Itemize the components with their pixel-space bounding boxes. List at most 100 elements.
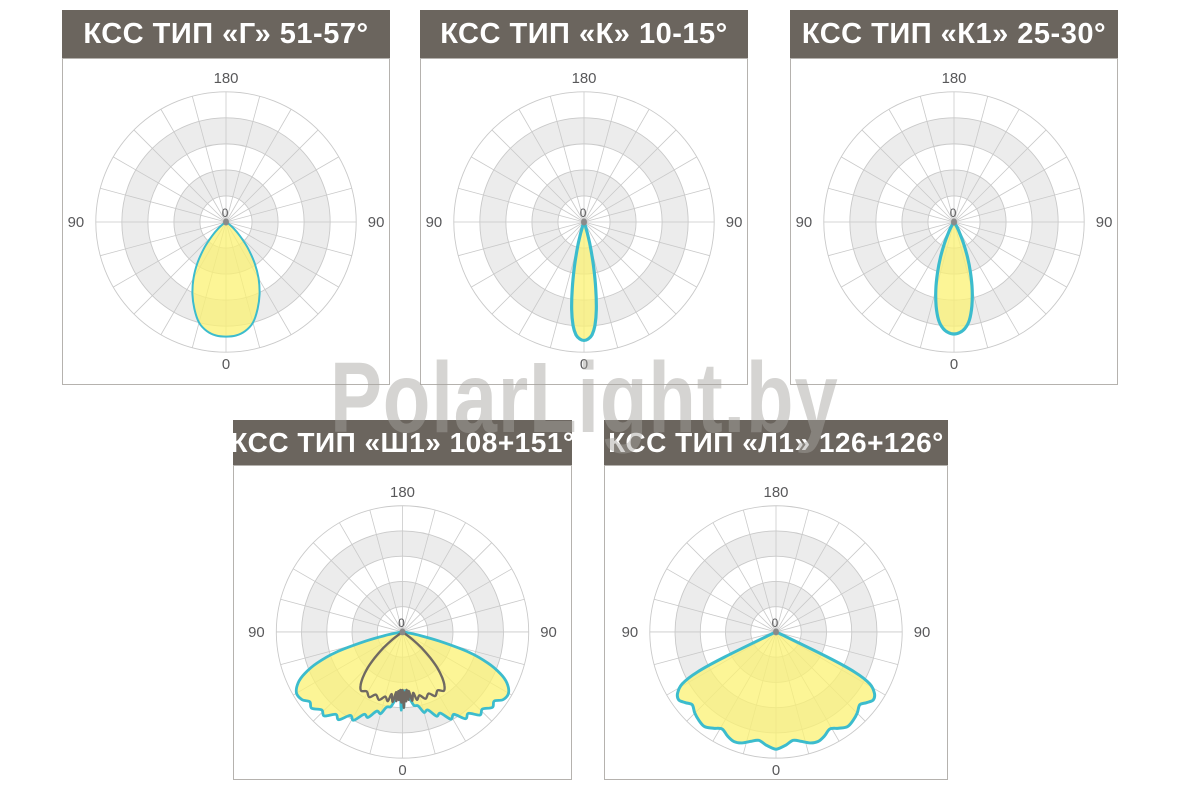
- polar-grid-spoke: [312, 542, 403, 633]
- polar-grid-spoke: [133, 129, 227, 223]
- chart-body: 180 90 90 0 0: [604, 465, 948, 780]
- polar-chart-g: 180 90 90 0 0: [68, 71, 385, 373]
- axis-label-0-bottom: 0: [772, 763, 780, 779]
- polar-grid-spoke: [583, 221, 677, 315]
- polar-grid-spoke: [583, 221, 710, 257]
- luminous-intensity-curve-fill: [571, 221, 597, 341]
- axis-label-0-center: 0: [580, 206, 587, 220]
- axis-label-180: 180: [390, 485, 415, 501]
- polar-chart-k1: 180 90 90 0 0: [796, 71, 1113, 373]
- polar-grid-spoke: [402, 522, 466, 633]
- polar-grid-spoke: [518, 109, 585, 223]
- origin-dot: [773, 628, 779, 636]
- polar-grid-spoke: [225, 96, 261, 223]
- polar-grid-circle: [301, 530, 504, 734]
- origin-dot: [223, 218, 229, 226]
- polar-grid-spoke: [225, 221, 339, 288]
- polar-grid-spoke: [775, 631, 898, 665]
- polar-grid-spoke: [583, 129, 677, 223]
- axis-label-90-right: 90: [726, 215, 743, 231]
- luminous-intensity-curve-fill: [935, 221, 973, 335]
- polar-grid-spoke: [888, 221, 955, 335]
- polar-grid-spoke: [402, 568, 512, 633]
- polar-grid-spoke: [953, 187, 1080, 223]
- polar-grid-spoke: [402, 598, 525, 633]
- polar-grid-spoke: [293, 568, 403, 633]
- polar-chart-l1: 180 90 90 0 0: [622, 485, 931, 779]
- polar-grid-spoke: [225, 221, 352, 257]
- polar-grid-spoke: [888, 109, 955, 223]
- chart-body: 180 90 90 0 0: [790, 58, 1118, 385]
- polar-grid-spoke: [458, 221, 585, 257]
- polar-grid-spoke: [583, 187, 710, 223]
- polar-grid-spoke: [953, 109, 1020, 223]
- polar-grid-spoke: [160, 109, 227, 223]
- polar-grid-spoke: [953, 156, 1067, 223]
- panel-kcc-g: КСС ТИП «Г» 51-57° 180 90 90 0 0: [62, 10, 390, 385]
- polar-grid-spoke: [654, 631, 777, 665]
- chart-title: КСС ТИП «К» 10-15°: [420, 10, 748, 58]
- polar-grid-circle: [823, 91, 1085, 353]
- axis-label-0-bottom: 0: [398, 763, 406, 779]
- axis-label-90-left: 90: [796, 215, 813, 231]
- polar-grid-spoke: [225, 129, 319, 223]
- panel-kcc-l1: КСС ТИП «Л1» 126+126° 180 90 90 0 0: [604, 420, 948, 780]
- axis-label-90-right: 90: [914, 625, 931, 641]
- luminous-intensity-curve-wide-fill: [296, 631, 509, 721]
- polar-grid-spoke: [369, 509, 403, 633]
- luminous-intensity-curve: [191, 221, 261, 338]
- polar-grid-spoke: [471, 156, 585, 223]
- polar-grid-spoke: [828, 187, 955, 223]
- axis-label-180: 180: [942, 71, 967, 87]
- polar-grid-spoke: [861, 129, 955, 223]
- chart-body: 180 90 90 0 0: [62, 58, 390, 385]
- polar-grid-spoke: [458, 187, 585, 223]
- panel-kcc-sh1: КСС ТИП «Ш1» 108+151° 180 90 90 0 0: [230, 420, 574, 780]
- polar-grid-spoke: [775, 542, 866, 633]
- polar-grid-spoke: [100, 221, 227, 257]
- polar-grid-spoke: [583, 109, 650, 223]
- luminous-intensity-curve: [934, 220, 974, 336]
- polar-grid-spoke: [742, 509, 777, 633]
- polar-grid-spoke: [953, 96, 989, 223]
- polar-grid-spoke: [583, 96, 619, 223]
- axis-label-180: 180: [572, 71, 597, 87]
- polar-grid-spoke: [953, 221, 1080, 257]
- luminous-intensity-curve: [675, 630, 877, 751]
- origin-dot: [951, 218, 957, 226]
- polar-grid-spoke: [471, 221, 585, 288]
- polar-grid-spoke: [339, 522, 403, 633]
- chart-body: 180 90 90 0 0: [233, 465, 572, 780]
- polar-grid-spoke: [225, 187, 352, 223]
- polar-grid-spoke: [491, 221, 585, 315]
- polar-grid-spoke: [225, 109, 292, 223]
- polar-chart-sh1: 180 90 90 0 0: [248, 485, 557, 779]
- polar-grid-spoke: [919, 96, 955, 223]
- polar-grid-spoke: [113, 156, 227, 223]
- axis-label-0-bottom: 0: [580, 357, 588, 373]
- axis-label-90-right: 90: [1096, 215, 1113, 231]
- polar-grid-spoke: [861, 221, 955, 315]
- polar-grid-spoke: [841, 156, 955, 223]
- axis-label-0-center: 0: [950, 206, 957, 220]
- axis-label-180: 180: [764, 485, 789, 501]
- polar-grid-spoke: [583, 221, 650, 335]
- polar-grid-spoke: [953, 221, 1047, 315]
- chart-title: КСС ТИП «К1» 25-30°: [790, 10, 1118, 58]
- chart-title: КСС ТИП «Л1» 126+126°: [604, 420, 948, 465]
- polar-grid-spoke: [518, 221, 585, 335]
- chart-title: КСС ТИП «Ш1» 108+151°: [230, 420, 574, 465]
- origin-dot: [399, 628, 406, 636]
- luminous-intensity-curve-fill: [677, 631, 875, 750]
- axis-label-0-center: 0: [772, 616, 779, 630]
- polar-grid-circle: [649, 505, 903, 759]
- luminous-intensity-curve-cross-plane: [359, 630, 446, 709]
- axis-label-90-left: 90: [68, 215, 85, 231]
- axis-label-90-right: 90: [368, 215, 385, 231]
- polar-grid-spoke: [686, 542, 777, 633]
- panel-kcc-k1: КСС ТИП «К1» 25-30° 180 90 90 0 0: [790, 10, 1118, 385]
- polar-grid-spoke: [953, 221, 1067, 288]
- axis-label-0-center: 0: [222, 206, 229, 220]
- chart-body: 180 90 90 0 0: [420, 58, 748, 385]
- polar-grid-spoke: [225, 156, 339, 223]
